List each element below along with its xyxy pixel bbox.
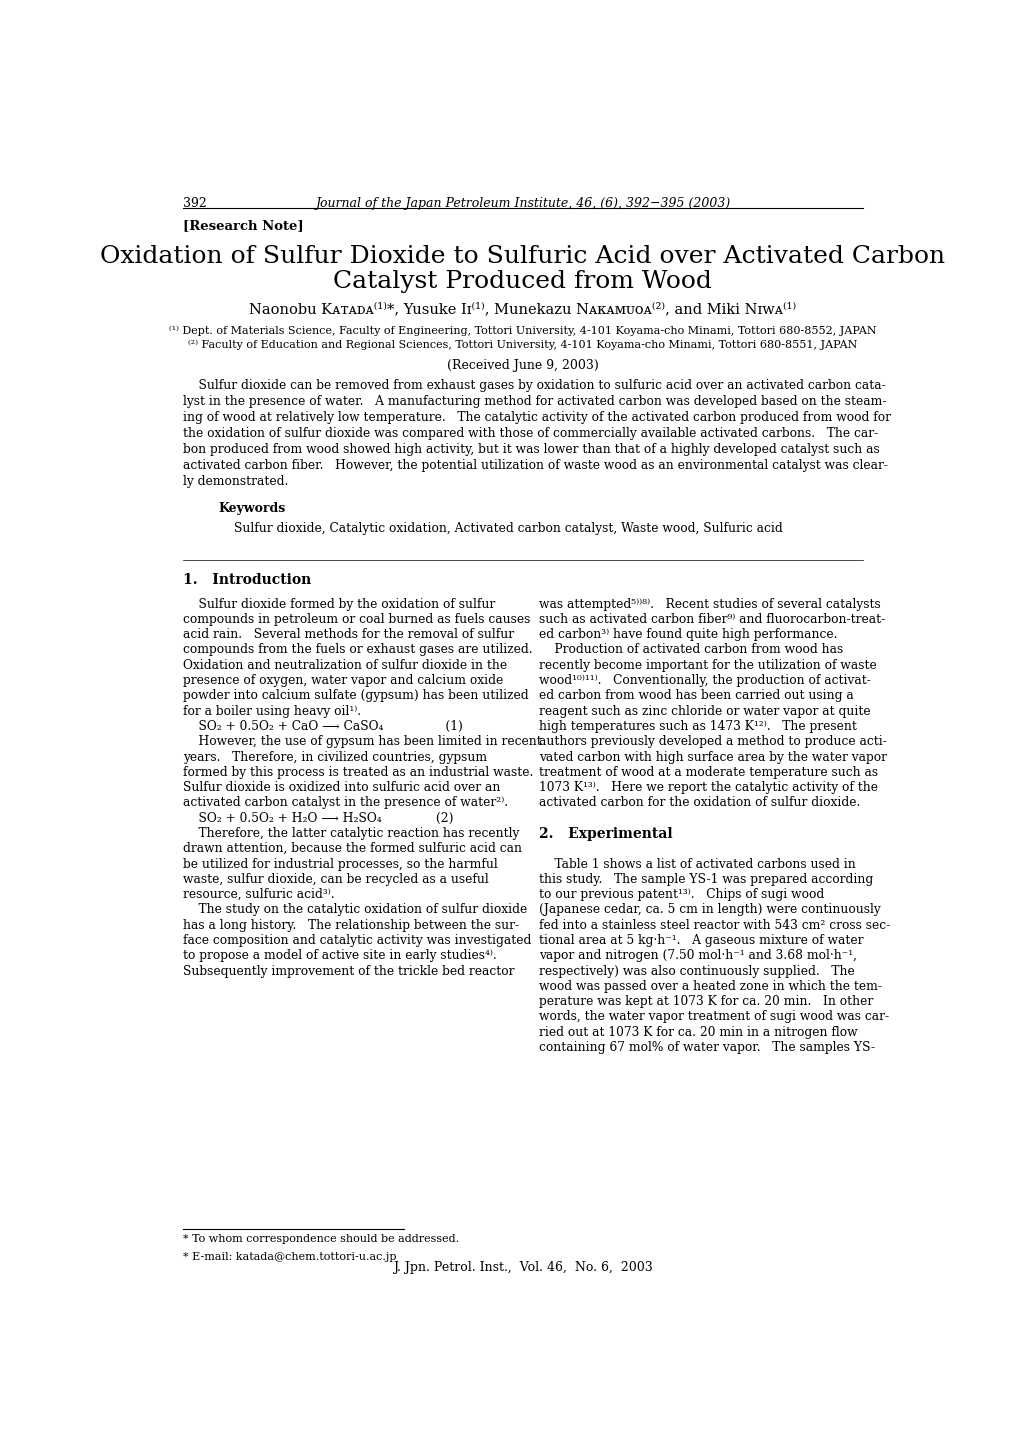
Text: ing of wood at relatively low temperature.   The catalytic activity of the activ: ing of wood at relatively low temperatur…: [182, 412, 890, 425]
Text: words, the water vapor treatment of sugi wood was car-: words, the water vapor treatment of sugi…: [538, 1010, 888, 1023]
Text: acid rain.   Several methods for the removal of sulfur: acid rain. Several methods for the remov…: [182, 629, 514, 642]
Text: SO₂ + 0.5O₂ + H₂O ⟶ H₂SO₄              (2): SO₂ + 0.5O₂ + H₂O ⟶ H₂SO₄ (2): [182, 812, 452, 825]
Text: activated carbon for the oxidation of sulfur dioxide.: activated carbon for the oxidation of su…: [538, 796, 859, 809]
Text: Sulfur dioxide, Catalytic oxidation, Activated carbon catalyst, Waste wood, Sulf: Sulfur dioxide, Catalytic oxidation, Act…: [234, 522, 783, 535]
Text: 1073 K¹³⁾.   Here we report the catalytic activity of the: 1073 K¹³⁾. Here we report the catalytic …: [538, 781, 876, 794]
Text: Oxidation and neutralization of sulfur dioxide in the: Oxidation and neutralization of sulfur d…: [182, 659, 506, 672]
Text: Catalyst Produced from Wood: Catalyst Produced from Wood: [333, 271, 711, 294]
Text: Therefore, the latter catalytic reaction has recently: Therefore, the latter catalytic reaction…: [182, 827, 519, 840]
Text: However, the use of gypsum has been limited in recent: However, the use of gypsum has been limi…: [182, 735, 541, 748]
Text: Naonobu Kᴀᴛᴀᴅᴀ⁽¹⁾*, Yusuke Iɪ⁽¹⁾, Munekazu Nᴀᴋᴀᴍᴜᴏᴀ⁽²⁾, and Miki Nɪᴡᴀ⁽¹⁾: Naonobu Kᴀᴛᴀᴅᴀ⁽¹⁾*, Yusuke Iɪ⁽¹⁾, Muneka…: [249, 302, 796, 317]
Text: fed into a stainless steel reactor with 543 cm² cross sec-: fed into a stainless steel reactor with …: [538, 918, 889, 931]
Text: reagent such as zinc chloride or water vapor at quite: reagent such as zinc chloride or water v…: [538, 705, 869, 718]
Text: vated carbon with high surface area by the water vapor: vated carbon with high surface area by t…: [538, 751, 886, 764]
Text: activated carbon catalyst in the presence of water²⁾.: activated carbon catalyst in the presenc…: [182, 796, 507, 809]
Text: containing 67 mol% of water vapor.   The samples YS-: containing 67 mol% of water vapor. The s…: [538, 1040, 874, 1053]
Text: perature was kept at 1073 K for ca. 20 min.   In other: perature was kept at 1073 K for ca. 20 m…: [538, 996, 872, 1009]
Text: (Japanese cedar, ca. 5 cm in length) were continuously: (Japanese cedar, ca. 5 cm in length) wer…: [538, 904, 879, 917]
Text: 392: 392: [182, 197, 207, 210]
Text: lyst in the presence of water.   A manufacturing method for activated carbon was: lyst in the presence of water. A manufac…: [182, 394, 886, 407]
Text: activated carbon fiber.   However, the potential utilization of waste wood as an: activated carbon fiber. However, the pot…: [182, 459, 887, 472]
Text: Keywords: Keywords: [218, 502, 285, 515]
Text: Sulfur dioxide formed by the oxidation of sulfur: Sulfur dioxide formed by the oxidation o…: [182, 597, 494, 610]
Text: resource, sulfuric acid³⁾.: resource, sulfuric acid³⁾.: [182, 888, 334, 901]
Text: years.   Therefore, in civilized countries, gypsum: years. Therefore, in civilized countries…: [182, 751, 486, 764]
Text: treatment of wood at a moderate temperature such as: treatment of wood at a moderate temperat…: [538, 766, 876, 778]
Text: authors previously developed a method to produce acti-: authors previously developed a method to…: [538, 735, 886, 748]
Text: be utilized for industrial processes, so the harmful: be utilized for industrial processes, so…: [182, 858, 497, 871]
Text: Sulfur dioxide can be removed from exhaust gases by oxidation to sulfuric acid o: Sulfur dioxide can be removed from exhau…: [182, 378, 884, 391]
Text: * To whom correspondence should be addressed.: * To whom correspondence should be addre…: [182, 1235, 459, 1245]
Text: ⁽²⁾ Faculty of Education and Regional Sciences, Tottori University, 4-101 Koyama: ⁽²⁾ Faculty of Education and Regional Sc…: [187, 340, 857, 351]
Text: recently become important for the utilization of waste: recently become important for the utiliz…: [538, 659, 875, 672]
Text: Table 1 shows a list of activated carbons used in: Table 1 shows a list of activated carbon…: [538, 858, 855, 871]
Text: (Received June 9, 2003): (Received June 9, 2003): [446, 358, 598, 371]
Text: [Research Note]: [Research Note]: [182, 219, 304, 232]
Text: has a long history.   The relationship between the sur-: has a long history. The relationship bet…: [182, 918, 519, 931]
Text: for a boiler using heavy oil¹⁾.: for a boiler using heavy oil¹⁾.: [182, 705, 361, 718]
Text: wood¹⁰⁾¹¹⁾.   Conventionally, the production of activat-: wood¹⁰⁾¹¹⁾. Conventionally, the producti…: [538, 673, 869, 686]
Text: such as activated carbon fiber⁹⁾ and fluorocarbon-treat-: such as activated carbon fiber⁹⁾ and flu…: [538, 613, 883, 626]
Text: respectively) was also continuously supplied.   The: respectively) was also continuously supp…: [538, 964, 854, 977]
Text: to our previous patent¹³⁾.   Chips of sugi wood: to our previous patent¹³⁾. Chips of sugi…: [538, 888, 823, 901]
Text: Oxidation of Sulfur Dioxide to Sulfuric Acid over Activated Carbon: Oxidation of Sulfur Dioxide to Sulfuric …: [100, 245, 945, 268]
Text: Sulfur dioxide is oxidized into sulfuric acid over an: Sulfur dioxide is oxidized into sulfuric…: [182, 781, 499, 794]
Text: ed carbon³⁾ have found quite high performance.: ed carbon³⁾ have found quite high perfor…: [538, 629, 837, 642]
Text: ried out at 1073 K for ca. 20 min in a nitrogen flow: ried out at 1073 K for ca. 20 min in a n…: [538, 1026, 856, 1039]
Text: wood was passed over a heated zone in which the tem-: wood was passed over a heated zone in wh…: [538, 980, 880, 993]
Text: was attempted⁵⁾⁾⁸⁾.   Recent studies of several catalysts: was attempted⁵⁾⁾⁸⁾. Recent studies of se…: [538, 597, 879, 610]
Text: formed by this process is treated as an industrial waste.: formed by this process is treated as an …: [182, 766, 533, 778]
Text: bon produced from wood showed high activity, but it was lower than that of a hig: bon produced from wood showed high activ…: [182, 443, 878, 456]
Text: compounds from the fuels or exhaust gases are utilized.: compounds from the fuels or exhaust gase…: [182, 643, 532, 656]
Text: vapor and nitrogen (7.50 mol·h⁻¹ and 3.68 mol·h⁻¹,: vapor and nitrogen (7.50 mol·h⁻¹ and 3.6…: [538, 950, 856, 963]
Text: high temperatures such as 1473 K¹²⁾.   The present: high temperatures such as 1473 K¹²⁾. The…: [538, 720, 856, 732]
Text: to propose a model of active site in early studies⁴⁾.: to propose a model of active site in ear…: [182, 950, 496, 963]
Text: Production of activated carbon from wood has: Production of activated carbon from wood…: [538, 643, 842, 656]
Text: ly demonstrated.: ly demonstrated.: [182, 475, 288, 488]
Text: drawn attention, because the formed sulfuric acid can: drawn attention, because the formed sulf…: [182, 842, 522, 855]
Text: ed carbon from wood has been carried out using a: ed carbon from wood has been carried out…: [538, 689, 853, 702]
Text: ⁽¹⁾ Dept. of Materials Science, Faculty of Engineering, Tottori University, 4-10: ⁽¹⁾ Dept. of Materials Science, Faculty …: [169, 325, 875, 337]
Text: face composition and catalytic activity was investigated: face composition and catalytic activity …: [182, 934, 531, 947]
Text: waste, sulfur dioxide, can be recycled as a useful: waste, sulfur dioxide, can be recycled a…: [182, 873, 488, 886]
Text: * E-mail: katada@chem.tottori-u.ac.jp: * E-mail: katada@chem.tottori-u.ac.jp: [182, 1252, 396, 1262]
Text: presence of oxygen, water vapor and calcium oxide: presence of oxygen, water vapor and calc…: [182, 673, 502, 686]
Text: SO₂ + 0.5O₂ + CaO ⟶ CaSO₄                (1): SO₂ + 0.5O₂ + CaO ⟶ CaSO₄ (1): [182, 720, 463, 732]
Text: J. Jpn. Petrol. Inst.,  Vol. 46,  No. 6,  2003: J. Jpn. Petrol. Inst., Vol. 46, No. 6, 2…: [392, 1261, 652, 1274]
Text: Journal of the Japan Petroleum Institute, 46, (6), 392−395 (2003): Journal of the Japan Petroleum Institute…: [315, 197, 730, 210]
Text: 2.   Experimental: 2. Experimental: [538, 827, 672, 840]
Text: Subsequently improvement of the trickle bed reactor: Subsequently improvement of the trickle …: [182, 964, 514, 977]
Text: The study on the catalytic oxidation of sulfur dioxide: The study on the catalytic oxidation of …: [182, 904, 527, 917]
Text: the oxidation of sulfur dioxide was compared with those of commercially availabl: the oxidation of sulfur dioxide was comp…: [182, 427, 877, 440]
Text: powder into calcium sulfate (gypsum) has been utilized: powder into calcium sulfate (gypsum) has…: [182, 689, 528, 702]
Text: tional area at 5 kg·h⁻¹.   A gaseous mixture of water: tional area at 5 kg·h⁻¹. A gaseous mixtu…: [538, 934, 862, 947]
Text: this study.   The sample YS-1 was prepared according: this study. The sample YS-1 was prepared…: [538, 873, 872, 886]
Text: compounds in petroleum or coal burned as fuels causes: compounds in petroleum or coal burned as…: [182, 613, 530, 626]
Text: 1.   Introduction: 1. Introduction: [182, 573, 311, 587]
